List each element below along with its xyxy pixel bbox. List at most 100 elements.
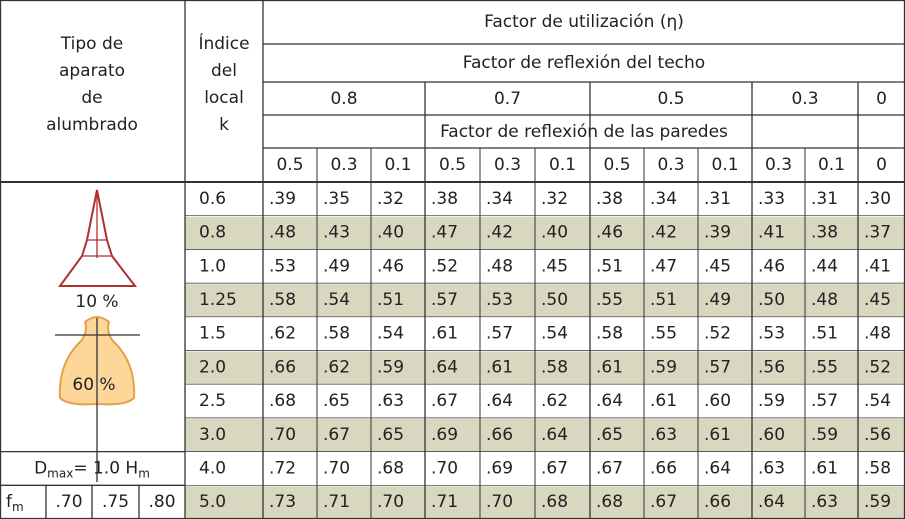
factor-value: .71 bbox=[431, 492, 458, 512]
factor-value: .47 bbox=[431, 223, 458, 243]
factor-value: .34 bbox=[486, 189, 513, 209]
factor-value: .58 bbox=[596, 324, 623, 344]
factor-value: .67 bbox=[323, 425, 350, 445]
factor-value: .56 bbox=[758, 357, 785, 377]
factor-value: .54 bbox=[323, 290, 350, 310]
factor-value: .45 bbox=[864, 290, 891, 310]
factor-value: .49 bbox=[323, 256, 350, 276]
factor-value: .50 bbox=[758, 290, 785, 310]
factor-value: .58 bbox=[323, 324, 350, 344]
factor-value: .70 bbox=[486, 492, 513, 512]
factor-value: .64 bbox=[431, 357, 458, 377]
factor-value: .54 bbox=[377, 324, 404, 344]
k-value: 1.25 bbox=[199, 290, 237, 310]
factor-value: .48 bbox=[269, 223, 296, 243]
k-value: 0.8 bbox=[199, 223, 226, 243]
factor-value: .55 bbox=[650, 324, 677, 344]
header-text: del bbox=[211, 61, 237, 81]
header-value: 0.8 bbox=[330, 89, 357, 109]
header-value: 0.5 bbox=[439, 155, 466, 175]
factor-value: .68 bbox=[541, 492, 568, 512]
header-text: Tipo de bbox=[60, 34, 123, 54]
factor-value: .53 bbox=[269, 256, 296, 276]
factor-value: .62 bbox=[269, 324, 296, 344]
factor-value: .44 bbox=[811, 256, 838, 276]
factor-value: .31 bbox=[704, 189, 731, 209]
factor-value: .63 bbox=[377, 391, 404, 411]
factor-value: .42 bbox=[650, 223, 677, 243]
header-value: 0.3 bbox=[657, 155, 684, 175]
factor-value: .54 bbox=[541, 324, 568, 344]
fm-value: .75 bbox=[102, 492, 129, 512]
factor-value: .46 bbox=[758, 256, 785, 276]
factor-value: .67 bbox=[596, 458, 623, 478]
factor-value: .55 bbox=[811, 357, 838, 377]
factor-value: .45 bbox=[704, 256, 731, 276]
factor-value: .64 bbox=[486, 391, 513, 411]
header-value: 0 bbox=[876, 89, 887, 109]
factor-value: .58 bbox=[864, 458, 891, 478]
factor-value: .38 bbox=[431, 189, 458, 209]
factor-value: .48 bbox=[811, 290, 838, 310]
factor-value: .48 bbox=[486, 256, 513, 276]
factor-value: .51 bbox=[811, 324, 838, 344]
k-value: 2.0 bbox=[199, 357, 226, 377]
factor-value: .59 bbox=[811, 425, 838, 445]
header-value: 0 bbox=[876, 155, 887, 175]
factor-value: .72 bbox=[269, 458, 296, 478]
factor-value: .46 bbox=[596, 223, 623, 243]
factor-value: .57 bbox=[431, 290, 458, 310]
factor-value: .41 bbox=[864, 256, 891, 276]
factor-value: .68 bbox=[269, 391, 296, 411]
k-value: 1.0 bbox=[199, 256, 226, 276]
header-value: 0.1 bbox=[549, 155, 576, 175]
lamp-label: 10 % bbox=[75, 292, 118, 312]
factor-value: .66 bbox=[269, 357, 296, 377]
header-value: 0.1 bbox=[818, 155, 845, 175]
factor-value: .53 bbox=[486, 290, 513, 310]
factor-value: .68 bbox=[377, 458, 404, 478]
factor-value: .38 bbox=[811, 223, 838, 243]
factor-value: .67 bbox=[650, 492, 677, 512]
factor-value: .59 bbox=[377, 357, 404, 377]
factor-value: .52 bbox=[864, 357, 891, 377]
header-value: 0.3 bbox=[330, 155, 357, 175]
factor-value: .67 bbox=[431, 391, 458, 411]
factor-value: .56 bbox=[864, 425, 891, 445]
factor-value: .43 bbox=[323, 223, 350, 243]
header-value: 0.5 bbox=[603, 155, 630, 175]
factor-value: .61 bbox=[596, 357, 623, 377]
factor-value: .65 bbox=[596, 425, 623, 445]
factor-value: .53 bbox=[758, 324, 785, 344]
factor-value: .51 bbox=[596, 256, 623, 276]
factor-value: .69 bbox=[486, 458, 513, 478]
factor-value: .32 bbox=[377, 189, 404, 209]
factor-value: .69 bbox=[431, 425, 458, 445]
header-value: 0.1 bbox=[711, 155, 738, 175]
fm-value: .70 bbox=[55, 492, 82, 512]
fm-value: .80 bbox=[148, 492, 175, 512]
factor-value: .71 bbox=[323, 492, 350, 512]
header-text: k bbox=[219, 115, 229, 135]
factor-value: .48 bbox=[864, 324, 891, 344]
header-text: de bbox=[81, 88, 102, 108]
dmax-part: max bbox=[47, 466, 73, 480]
factor-value: .30 bbox=[864, 189, 891, 209]
fm-part: m bbox=[12, 500, 24, 514]
factor-value: .70 bbox=[323, 458, 350, 478]
k-value: 1.5 bbox=[199, 324, 226, 344]
factor-value: .50 bbox=[541, 290, 568, 310]
factor-value: .46 bbox=[377, 256, 404, 276]
factor-value: .57 bbox=[486, 324, 513, 344]
factor-value: .63 bbox=[811, 492, 838, 512]
k-value: 5.0 bbox=[199, 492, 226, 512]
factor-value: .64 bbox=[758, 492, 785, 512]
factor-value: .60 bbox=[758, 425, 785, 445]
factor-value: .31 bbox=[811, 189, 838, 209]
factor-value: .70 bbox=[377, 492, 404, 512]
factor-value: .35 bbox=[323, 189, 350, 209]
header-text: Índice bbox=[198, 32, 249, 54]
k-value: 4.0 bbox=[199, 458, 226, 478]
factor-value: .59 bbox=[864, 492, 891, 512]
header-text: aparato bbox=[59, 61, 125, 81]
